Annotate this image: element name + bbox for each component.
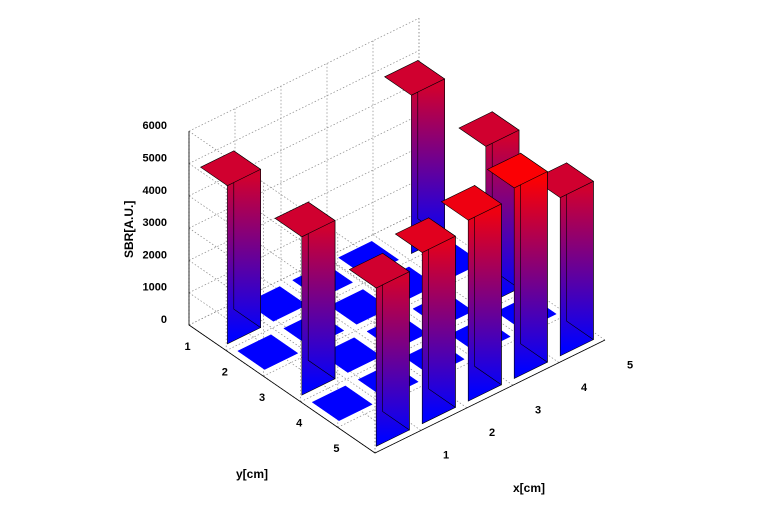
x-axis-label: x[cm]	[513, 481, 545, 495]
y-tick-label: 4	[296, 418, 303, 430]
y-axis-label: y[cm]	[236, 467, 268, 481]
tick-labels: 0 1000 2000 3000 4000 5000 6000 1 2 3 4 5 1 2 3 4 5	[143, 120, 634, 462]
grid-line	[188, 130, 376, 260]
axis-line	[188, 131, 606, 454]
y-tick-label: 3	[259, 392, 265, 404]
grid-line	[188, 163, 376, 292]
bar-top	[440, 185, 502, 221]
x-tick-label: 1	[443, 450, 449, 462]
floor-tile-x1-y4	[311, 385, 373, 421]
z-tick-label: 1000	[143, 282, 167, 294]
z-axis-label: SBR[A.U.]	[122, 201, 136, 258]
bar-top	[532, 162, 594, 198]
bar-x5-y1	[384, 59, 446, 254]
z-tick-label: 2000	[143, 249, 167, 261]
bar-x1-y1	[200, 150, 262, 345]
bar-top	[384, 60, 446, 96]
bar-x1-y3	[274, 201, 336, 396]
x-tick-label: 3	[535, 405, 541, 417]
grid-line	[372, 234, 560, 363]
bars	[200, 59, 594, 447]
z-tick-label: 4000	[143, 185, 167, 197]
y-tick-label: 2	[222, 366, 228, 378]
grid-line	[226, 237, 457, 351]
bar-x5-y5	[532, 162, 594, 357]
x-tick-label: 5	[627, 359, 633, 371]
bar-top	[274, 201, 336, 238]
bar-x3-y5	[440, 184, 502, 402]
grid-line	[326, 256, 514, 386]
grid-line	[188, 50, 420, 164]
grid-line	[188, 17, 420, 132]
bar-x4-y5	[486, 152, 548, 379]
x-tick-label: 4	[581, 382, 588, 394]
x-tick-label: 2	[489, 427, 495, 439]
bar-face-right	[520, 152, 548, 363]
z-tick-label: 0	[161, 314, 167, 326]
z-tick-label: 5000	[143, 153, 167, 165]
grid-line	[188, 195, 376, 325]
z-tick-label: 3000	[143, 217, 167, 229]
bar-top	[200, 150, 262, 186]
grid-line	[188, 260, 376, 389]
bar-top	[486, 152, 548, 189]
bar-x1-y5	[348, 252, 410, 447]
bar-top	[458, 111, 520, 147]
z-tick-label: 6000	[143, 120, 167, 132]
grid-line	[280, 279, 468, 409]
bar-top	[348, 252, 410, 289]
y-tick-label: 1	[185, 341, 191, 353]
y-tick-label: 5	[333, 443, 339, 455]
floor-tile-x1-y2	[237, 334, 299, 370]
bar-x2-y5	[394, 217, 456, 425]
bar-top	[394, 217, 456, 253]
